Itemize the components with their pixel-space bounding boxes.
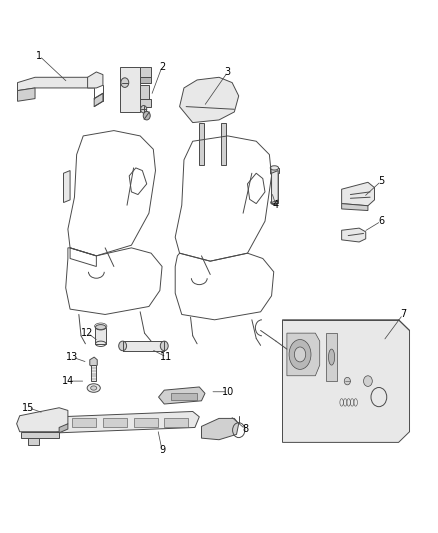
Polygon shape	[140, 67, 151, 77]
Polygon shape	[140, 99, 151, 107]
Polygon shape	[140, 85, 149, 99]
Polygon shape	[199, 123, 204, 165]
Ellipse shape	[87, 384, 100, 392]
Text: 12: 12	[81, 328, 94, 338]
Polygon shape	[94, 93, 103, 107]
Polygon shape	[53, 411, 199, 433]
Polygon shape	[283, 320, 410, 442]
Polygon shape	[28, 438, 39, 445]
Polygon shape	[91, 365, 96, 381]
Polygon shape	[95, 328, 106, 344]
Ellipse shape	[328, 349, 335, 365]
Polygon shape	[159, 387, 205, 404]
Bar	[164, 418, 188, 427]
Polygon shape	[271, 173, 278, 203]
Polygon shape	[59, 424, 68, 433]
Text: 5: 5	[378, 176, 384, 186]
Text: 7: 7	[400, 310, 406, 319]
Text: 1: 1	[36, 51, 42, 61]
Text: 10: 10	[222, 387, 234, 397]
Polygon shape	[90, 357, 97, 368]
Polygon shape	[18, 88, 35, 101]
Polygon shape	[326, 333, 337, 381]
Ellipse shape	[141, 106, 147, 113]
Ellipse shape	[271, 171, 278, 175]
Polygon shape	[21, 432, 59, 438]
Text: 2: 2	[159, 62, 165, 71]
Bar	[103, 418, 127, 427]
Text: 6: 6	[378, 216, 384, 226]
Bar	[72, 418, 96, 427]
Text: 11: 11	[160, 352, 173, 362]
Ellipse shape	[121, 78, 129, 87]
Polygon shape	[180, 77, 239, 123]
Ellipse shape	[294, 347, 306, 362]
Ellipse shape	[289, 340, 311, 369]
Polygon shape	[201, 418, 239, 440]
Polygon shape	[140, 77, 151, 83]
Bar	[134, 418, 158, 427]
Bar	[171, 393, 197, 400]
Text: 15: 15	[22, 403, 35, 413]
Polygon shape	[18, 77, 94, 91]
Polygon shape	[342, 204, 368, 211]
Polygon shape	[272, 171, 278, 203]
Text: 14: 14	[62, 376, 74, 386]
Ellipse shape	[119, 341, 127, 351]
Polygon shape	[342, 228, 366, 242]
Text: 9: 9	[159, 446, 165, 455]
Ellipse shape	[344, 377, 350, 385]
Polygon shape	[123, 341, 164, 351]
Polygon shape	[88, 72, 103, 88]
Text: 8: 8	[242, 424, 248, 434]
Text: 3: 3	[225, 67, 231, 77]
Polygon shape	[221, 123, 226, 165]
Polygon shape	[17, 408, 68, 432]
Polygon shape	[287, 333, 320, 376]
Ellipse shape	[95, 325, 106, 330]
Ellipse shape	[364, 376, 372, 386]
Ellipse shape	[270, 166, 279, 170]
Ellipse shape	[91, 386, 97, 390]
Ellipse shape	[143, 111, 150, 120]
Polygon shape	[120, 67, 140, 112]
Ellipse shape	[160, 341, 168, 351]
Polygon shape	[270, 168, 279, 173]
Polygon shape	[342, 182, 374, 206]
Text: 4: 4	[273, 200, 279, 210]
Polygon shape	[64, 171, 70, 203]
Text: 13: 13	[66, 352, 78, 362]
